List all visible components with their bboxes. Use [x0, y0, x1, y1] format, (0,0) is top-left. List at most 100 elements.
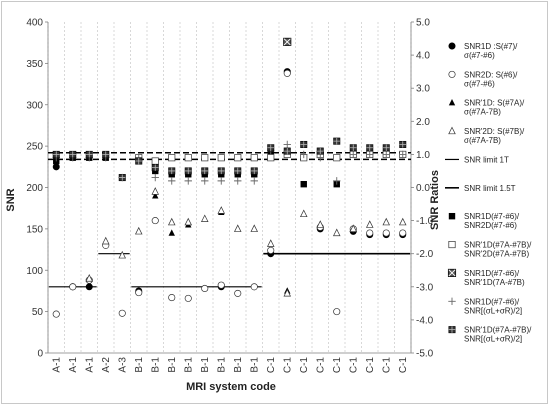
data-point — [317, 148, 323, 154]
left-tick-label: 300 — [26, 100, 43, 111]
data-point — [103, 238, 109, 244]
data-point — [400, 230, 406, 236]
data-point — [268, 145, 274, 151]
data-point — [218, 168, 224, 174]
data-point — [317, 221, 323, 227]
legend-entry: SNR'1D: S(#7A)/σ(#7A-7B) — [449, 99, 525, 117]
data-point — [86, 284, 92, 290]
data-point — [53, 164, 59, 170]
data-point — [136, 289, 142, 295]
legend-label: SNR'1D(#7A-#7B)/SNR[(σL+σR)/2] — [464, 326, 532, 344]
legend-marker — [449, 99, 455, 105]
left-tick-label: 200 — [26, 183, 43, 194]
x-tick-label: C-1 — [282, 357, 293, 374]
data-point — [202, 155, 208, 161]
legend-label-line: SNR1D(#7-#6)/ — [464, 212, 520, 221]
data-point — [202, 168, 208, 174]
legend-marker — [449, 71, 455, 77]
legend-label: SNR limit 1T — [464, 155, 509, 164]
data-point — [400, 219, 406, 225]
data-point — [70, 284, 76, 290]
x-axis-ticks: A-1 A-1 A-1 A-2 A-3 B-1 B-1 B-1 B-1 B-1 B-1 B-1 B-1 C… — [51, 357, 409, 374]
data-point — [268, 155, 274, 161]
data-point — [218, 282, 224, 288]
legend-entry: SNR limit 1.5T — [445, 184, 516, 193]
legend-label: SNR2D: S(#6)/σ(#7-#6) — [464, 70, 518, 88]
x-tick-label: B-1 — [233, 357, 244, 373]
data-point — [169, 294, 175, 300]
x-tick-label: B-1 — [167, 357, 178, 373]
left-tick-label: 50 — [32, 307, 44, 318]
legend-label-line: SNR2D(#7-#6) — [464, 221, 517, 230]
x-tick-label: C-1 — [299, 357, 310, 374]
legend-marker — [449, 43, 455, 49]
x-tick-label: C-1 — [381, 357, 392, 374]
legend-entry: SNR'2D: S(#7B)/σ(#7A-7B) — [449, 127, 525, 145]
vertical-gridlines — [48, 22, 411, 353]
data-point — [185, 155, 191, 161]
data-point — [251, 177, 258, 184]
x-tick-label: B-1 — [200, 357, 211, 373]
data-point — [235, 168, 241, 174]
series-filled-square — [53, 39, 406, 188]
legend-label-line: SNR'1D(7A-#7B) — [464, 278, 525, 287]
data-point — [334, 155, 340, 161]
right-tick-label: -2.0 — [416, 249, 434, 260]
data-point — [202, 285, 208, 291]
data-point — [119, 174, 125, 180]
data-point — [284, 38, 291, 45]
x-tick-label: A-2 — [101, 357, 112, 373]
legend-marker — [449, 326, 455, 332]
series-x-square — [284, 38, 291, 45]
x-tick-label: C-1 — [348, 357, 359, 374]
legend-label: SNR1D(#7-#6)/SNR2D(#7-#6) — [464, 212, 520, 230]
data-point — [70, 151, 76, 157]
legend-entry: SNR'1D(#7A-#7B)/SNR[(σL+σR)/2] — [449, 326, 532, 344]
data-point — [202, 215, 208, 221]
legend-label-line: SNR1D(#7-#6)/ — [464, 269, 520, 278]
x-tick-label: C-1 — [332, 357, 343, 374]
right-tick-label: -3.0 — [416, 282, 434, 293]
data-point — [169, 155, 175, 161]
right-tick-label: 1.0 — [416, 150, 430, 161]
right-tick-label: -5.0 — [416, 349, 434, 360]
data-point — [301, 181, 307, 187]
legend-label-line: SNR'2D: S(#7B)/ — [464, 127, 525, 136]
legend-entry: SNR1D(#7-#6)/SNR'1D(7A-#7B) — [448, 269, 525, 287]
left-tick-label: 350 — [26, 59, 43, 70]
legend-label-line: SNR'1D: S(#7A)/ — [464, 99, 525, 108]
left-tick-label: 100 — [26, 266, 43, 277]
legend-label-line: SNR1D(#7-#6)/ — [464, 297, 520, 306]
legend-label-line: SNR limit 1T — [464, 155, 509, 164]
data-point — [251, 225, 257, 231]
legend-label-line: SNR2D: S(#6)/ — [464, 70, 518, 79]
data-point — [284, 141, 291, 148]
data-point — [400, 141, 406, 147]
legend-marker — [449, 127, 455, 133]
data-point — [169, 219, 175, 225]
x-tick-label: A-1 — [84, 357, 95, 373]
data-point — [53, 151, 59, 157]
data-point — [367, 221, 373, 227]
data-point — [301, 141, 307, 147]
right-tick-label: 5.0 — [416, 18, 430, 29]
legend-label: SNR limit 1.5T — [464, 184, 516, 193]
data-point — [185, 177, 192, 184]
data-point — [218, 155, 224, 161]
left-tick-label: 400 — [26, 18, 43, 29]
data-point — [234, 177, 241, 184]
legend-label-line: σ(#7-#6) — [464, 51, 495, 60]
data-point — [168, 177, 175, 184]
data-point — [119, 252, 125, 258]
data-point — [185, 219, 191, 225]
legend-label-line: SNR1D :S(#7)/ — [464, 42, 518, 51]
legend-entry: SNR1D(#7-#6)/SNR2D(#7-#6) — [449, 212, 520, 230]
right-tick-label: 4.0 — [416, 51, 430, 62]
data-point — [367, 145, 373, 151]
data-point — [383, 145, 389, 151]
data-point — [251, 284, 257, 290]
legend-label-line: σ(#7A-7B) — [464, 136, 501, 145]
y-axis-title-left: SNR — [5, 188, 17, 211]
data-point — [136, 158, 142, 164]
data-point — [53, 311, 59, 317]
